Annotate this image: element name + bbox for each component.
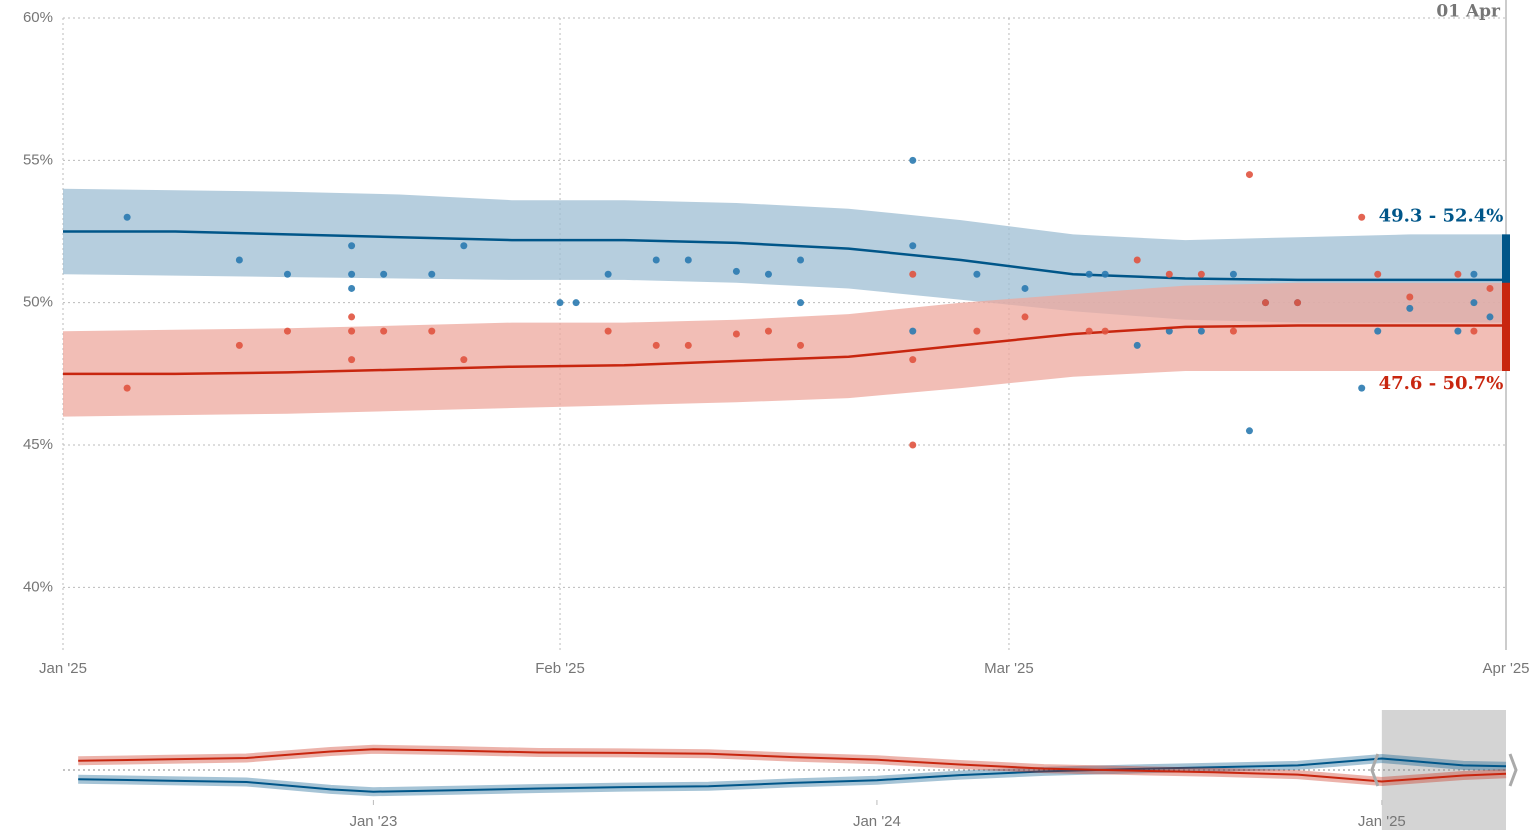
poll-point <box>909 327 917 335</box>
poll-point <box>123 213 131 221</box>
x-tick-label: Jan '25 <box>1358 813 1406 830</box>
poll-point <box>1133 256 1141 264</box>
poll-point <box>1358 213 1366 221</box>
poll-point <box>380 270 388 278</box>
poll-point <box>235 341 243 349</box>
poll-point <box>460 242 468 250</box>
poll-point <box>684 341 692 349</box>
poll-point <box>797 256 805 264</box>
band <box>63 282 1506 417</box>
poll-point <box>348 313 356 321</box>
poll-point <box>348 242 356 250</box>
poll-point <box>1133 341 1141 349</box>
trend-line <box>63 324 1506 376</box>
x-tick-label: Jan '25 <box>39 660 87 677</box>
poll-point <box>1101 327 1109 335</box>
poll-point <box>652 256 660 264</box>
poll-point <box>604 327 612 335</box>
poll-point <box>1021 313 1029 321</box>
poll-point <box>909 156 917 164</box>
poll-point <box>348 356 356 364</box>
poll-point <box>604 270 612 278</box>
poll-point <box>1406 293 1414 301</box>
poll-point <box>797 299 805 307</box>
poll-point <box>283 327 291 335</box>
poll-point <box>1197 270 1205 278</box>
y-tick-label: 45% <box>23 436 53 453</box>
poll-point <box>348 284 356 292</box>
range-bar <box>1502 234 1510 323</box>
range-label: 47.6 - 50.7% <box>1379 373 1504 394</box>
range-bar <box>1502 282 1510 372</box>
poll-point <box>572 299 580 307</box>
poll-point <box>909 441 917 449</box>
poll-point <box>556 299 564 307</box>
x-tick-label: Feb '25 <box>535 660 585 677</box>
poll-point <box>123 384 131 392</box>
poll-point <box>1262 299 1269 307</box>
trend-line <box>63 230 1506 282</box>
poll-point <box>1197 327 1205 335</box>
poll-point <box>764 270 772 278</box>
poll-point <box>1101 270 1109 278</box>
poll-point <box>1486 284 1494 292</box>
y-tick-label: 60% <box>23 9 53 26</box>
overview-line <box>78 748 1507 783</box>
selection-handle[interactable] <box>1508 753 1518 787</box>
poll-point <box>1454 270 1462 278</box>
poll-point <box>909 242 917 250</box>
poll-point <box>1245 427 1253 435</box>
poll-point <box>652 341 660 349</box>
poll-point <box>1294 299 1302 307</box>
poll-point <box>764 327 772 335</box>
overview-line <box>78 757 1507 793</box>
date-label: 01 Apr <box>1436 2 1501 22</box>
poll-point <box>973 270 981 278</box>
poll-point <box>732 267 740 275</box>
poll-point <box>1358 384 1366 392</box>
poll-point <box>235 256 243 264</box>
poll-point <box>1165 327 1173 335</box>
poll-point <box>1085 270 1093 278</box>
poll-point <box>348 270 356 278</box>
poll-point <box>732 330 740 338</box>
range-label: 49.3 - 52.4% <box>1379 205 1504 226</box>
poll-point <box>1229 327 1237 335</box>
poll-point <box>909 270 917 278</box>
poll-point <box>909 356 917 364</box>
poll-point <box>460 356 468 364</box>
poll-point <box>348 327 356 335</box>
x-tick-label: Mar '25 <box>984 660 1034 677</box>
poll-point <box>1021 284 1029 292</box>
selection-handle[interactable] <box>1370 753 1380 787</box>
poll-point <box>428 270 436 278</box>
poll-point <box>1245 171 1253 179</box>
poll-point <box>283 270 291 278</box>
poll-point <box>1486 313 1494 321</box>
poll-point <box>684 256 692 264</box>
poll-point <box>1374 327 1382 335</box>
y-tick-label: 55% <box>23 151 53 168</box>
poll-point <box>973 327 981 335</box>
poll-point <box>1085 327 1093 335</box>
y-tick-label: 50% <box>23 294 53 311</box>
x-tick-label: Jan '23 <box>349 813 397 830</box>
poll-point <box>380 327 388 335</box>
poll-point <box>1454 327 1462 335</box>
poll-point <box>1470 327 1478 335</box>
poll-point <box>428 327 436 335</box>
poll-point <box>1374 270 1382 278</box>
poll-point <box>797 341 805 349</box>
x-tick-label: Jan '24 <box>853 813 901 830</box>
poll-point <box>1165 270 1173 278</box>
x-tick-label: Apr '25 <box>1482 660 1529 677</box>
y-tick-label: 40% <box>23 578 53 595</box>
poll-point <box>1229 270 1237 278</box>
poll-point <box>1470 299 1478 307</box>
poll-point <box>1470 270 1478 278</box>
poll-point <box>1406 304 1414 312</box>
